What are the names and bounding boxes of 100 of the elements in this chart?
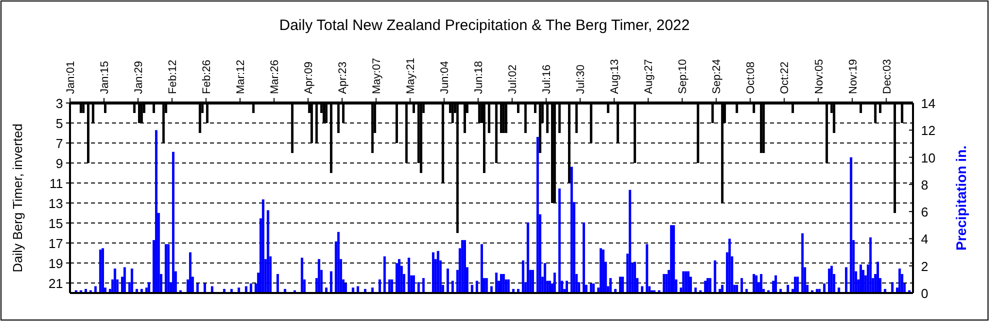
bar xyxy=(485,278,488,293)
y-tick-label: 3 xyxy=(56,96,63,111)
bar xyxy=(823,284,826,293)
x-tick-label: Jul:02 xyxy=(507,64,520,94)
bar xyxy=(582,222,586,293)
x-tick-label: Oct:22 xyxy=(779,62,792,94)
chart-title: Daily Total New Zealand Precipitation & The Berg Timer, 2022 xyxy=(279,17,690,34)
x-tick-label: Sep:10 xyxy=(677,59,690,94)
bar xyxy=(621,276,624,293)
bar xyxy=(500,274,502,293)
bar xyxy=(155,130,158,293)
x-tick-label: Jul:16 xyxy=(541,64,554,94)
bar xyxy=(600,248,602,293)
y-tick-label: 19 xyxy=(48,256,63,271)
y-tick-label: 9 xyxy=(56,156,63,171)
bar xyxy=(390,279,394,293)
bar xyxy=(728,238,731,293)
x-tick-label: Mar:26 xyxy=(269,60,282,94)
x-tick-label: Mar:12 xyxy=(235,60,248,94)
bar xyxy=(344,284,347,293)
x-tick-label: Jan:29 xyxy=(133,60,146,94)
y-axis-title: Daily Berg Timer, inverted xyxy=(10,124,25,272)
bar xyxy=(830,266,833,293)
bar xyxy=(752,274,756,293)
bar xyxy=(828,268,830,293)
bar xyxy=(801,233,804,293)
bar xyxy=(210,286,214,293)
x-tick-label: May:07 xyxy=(371,58,384,94)
bar xyxy=(204,284,206,293)
bar xyxy=(796,276,799,293)
bar xyxy=(619,276,622,293)
bar xyxy=(570,166,573,293)
x-tick-label: Aug:27 xyxy=(643,59,656,94)
bar xyxy=(476,280,478,293)
bar xyxy=(356,286,360,293)
y-tick-label: 15 xyxy=(48,216,63,231)
bar xyxy=(432,252,434,293)
bar xyxy=(480,244,483,293)
bar xyxy=(330,271,332,293)
x-tick-label: Jan:15 xyxy=(99,60,112,94)
bar xyxy=(102,248,104,293)
bar xyxy=(684,271,688,293)
bar xyxy=(740,278,743,293)
y-tick-label: 13 xyxy=(48,196,63,211)
bar xyxy=(532,270,534,293)
x-tick-label: Nov:19 xyxy=(847,59,860,94)
bar xyxy=(123,267,126,293)
x-tick-label: Dec:03 xyxy=(881,59,894,94)
bar xyxy=(566,280,568,293)
bar xyxy=(464,240,466,293)
y-tick-label: 5 xyxy=(56,116,63,131)
bar xyxy=(794,276,796,293)
y-tick-label: 17 xyxy=(48,236,63,251)
x-tick-label: Jul:30 xyxy=(575,64,588,94)
bar xyxy=(672,225,675,293)
bar xyxy=(682,271,685,293)
bar xyxy=(244,286,248,293)
bar xyxy=(99,250,102,293)
y2-tick-label: 12 xyxy=(921,123,936,138)
x-tick-label: Feb:12 xyxy=(167,60,180,94)
bar xyxy=(760,274,762,293)
bar xyxy=(189,252,192,293)
bar xyxy=(634,262,636,293)
bar xyxy=(544,263,546,293)
bar xyxy=(898,268,901,293)
bar xyxy=(602,250,604,293)
bar xyxy=(262,199,264,293)
bar xyxy=(461,240,464,293)
bar xyxy=(850,157,852,293)
y2-axis-title: Precipitation in. xyxy=(953,145,969,251)
x-tick-label: Aug:13 xyxy=(609,59,622,94)
bar xyxy=(526,222,530,293)
y-tick-label: 11 xyxy=(50,176,63,191)
bar xyxy=(130,268,134,293)
bar xyxy=(396,263,398,293)
y2-tick-label: 14 xyxy=(921,96,936,111)
bar xyxy=(495,272,498,293)
bar xyxy=(446,268,449,293)
y2-tick-label: 6 xyxy=(921,204,928,220)
bar xyxy=(522,260,524,293)
bar xyxy=(536,136,539,293)
bar xyxy=(167,244,170,293)
x-tick-label: Jan:01 xyxy=(65,60,77,94)
y2-tick-label: 10 xyxy=(921,150,936,166)
x-tick-label: Jun:18 xyxy=(473,60,486,94)
x-tick-label: Apr:23 xyxy=(337,62,350,94)
bar xyxy=(755,275,758,293)
bar xyxy=(609,278,612,293)
x-tick-label: May:21 xyxy=(405,58,418,94)
bar xyxy=(451,280,454,293)
x-tick-label: Oct:08 xyxy=(745,62,758,94)
bar xyxy=(164,244,168,293)
bar xyxy=(670,225,672,293)
y2-tick-label: 2 xyxy=(921,258,928,274)
bar xyxy=(417,282,420,293)
bar xyxy=(774,275,777,293)
bar xyxy=(436,250,440,293)
bar xyxy=(383,256,386,293)
bar xyxy=(412,275,415,293)
bar xyxy=(640,286,644,293)
